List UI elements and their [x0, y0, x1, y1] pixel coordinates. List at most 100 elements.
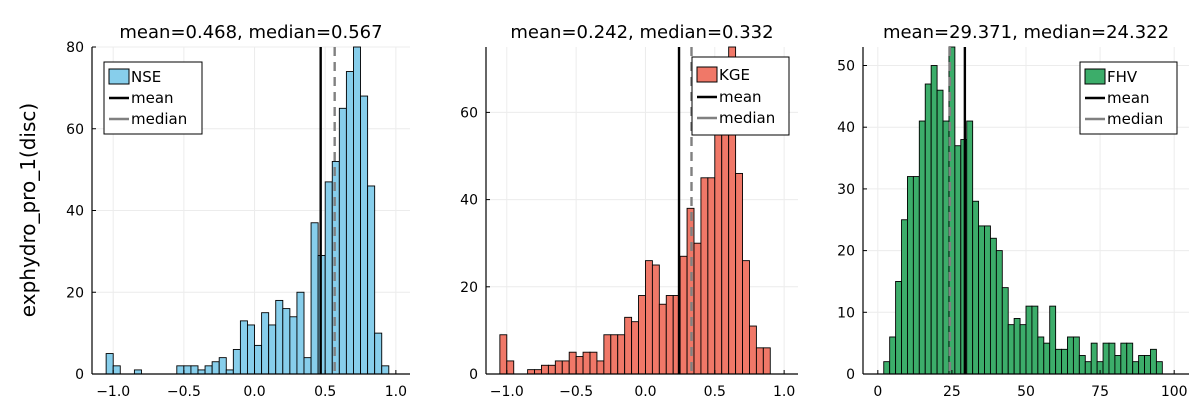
histogram-bar — [912, 176, 920, 375]
histogram-bar — [700, 177, 709, 375]
histogram-bar — [1090, 342, 1098, 375]
y-tick-label: 40 — [837, 120, 855, 136]
histogram-bar — [360, 95, 369, 375]
histogram-bar — [942, 120, 950, 375]
histogram-bar — [693, 242, 702, 375]
y-tick-label: 0 — [846, 367, 855, 383]
histogram-bar — [506, 360, 515, 375]
histogram-bar — [133, 369, 142, 375]
histogram-bar — [197, 369, 206, 375]
histogram-bar — [211, 361, 220, 375]
histogram-bar — [296, 291, 305, 375]
histogram-bar — [324, 181, 333, 375]
histogram-bar — [374, 332, 383, 375]
histogram-bar — [610, 334, 619, 375]
histogram-bar — [755, 347, 764, 375]
legend-fhv: FHV mean median — [1079, 61, 1178, 135]
histogram-bar — [883, 361, 891, 375]
y-tick-label: 50 — [837, 59, 855, 75]
histogram-bar — [303, 357, 312, 375]
x-tick-label: 0.5 — [704, 384, 726, 400]
legend-label-nse: NSE — [131, 68, 161, 86]
x-tick-label: 0.5 — [314, 384, 336, 400]
histogram-bar — [924, 83, 932, 375]
histogram-bar — [331, 160, 340, 375]
histogram-bar — [1084, 361, 1092, 375]
histogram-bar — [499, 334, 508, 375]
histogram-bar — [345, 71, 354, 375]
histogram-bar — [1138, 355, 1145, 375]
histogram-bar — [907, 176, 914, 375]
histogram-bar — [1037, 336, 1045, 375]
x-tick-label: 0.0 — [634, 384, 656, 400]
panel-nse: −1.0 −0.5 0.0 0.5 1.0 0 20 40 60 80 mean=0.468, m… — [66, 22, 410, 400]
histogram-bar — [1150, 348, 1157, 375]
legend-label-median: median — [131, 110, 187, 128]
bars-fhv — [883, 46, 1163, 375]
axes-nse: −1.0 −0.5 0.0 0.5 1.0 0 20 40 60 80 — [66, 40, 410, 400]
title-fhv: mean=29.371, median=24.322 — [883, 22, 1169, 43]
x-tick-label: 0.0 — [243, 384, 265, 400]
legend-label-median: median — [1107, 110, 1163, 128]
histogram-bar — [254, 344, 263, 375]
histogram-bar — [1132, 361, 1140, 375]
histogram-bar — [1102, 342, 1110, 375]
histogram-bar — [901, 219, 908, 375]
legend-swatch-kge — [696, 66, 718, 83]
histogram-bar — [568, 351, 577, 375]
histogram-bar — [1031, 305, 1039, 375]
axes-fhv: 0 25 50 75 100 0 10 20 30 40 50 — [837, 47, 1189, 400]
histogram-bar — [353, 46, 361, 375]
x-tick-label: −0.5 — [559, 384, 593, 400]
x-tick-label: 1.0 — [385, 384, 407, 400]
histogram-bar — [367, 185, 376, 375]
histogram-bar — [651, 264, 660, 375]
x-tick-label: 1.0 — [773, 384, 795, 400]
histogram-bar — [534, 369, 542, 375]
histogram-bar — [749, 325, 757, 375]
histogram-bar — [1013, 318, 1021, 375]
histogram-bar — [742, 260, 750, 375]
legend-label-mean: mean — [719, 88, 762, 106]
histogram-bar — [218, 357, 227, 375]
histogram-bar — [1007, 324, 1015, 375]
histogram-bar — [707, 177, 716, 375]
y-tick-label: 10 — [837, 305, 855, 321]
histogram-bar — [995, 250, 1003, 375]
legend-label-mean: mean — [131, 89, 174, 107]
x-tick-label: 0 — [873, 384, 882, 400]
histogram-bar — [1043, 342, 1051, 375]
histogram-bar — [895, 281, 902, 375]
y-tick-label: 20 — [460, 280, 478, 296]
histogram-bar — [645, 260, 653, 375]
legend-nse: NSE mean median — [103, 61, 203, 135]
stat-lines-nse — [319, 47, 336, 374]
histogram-bar — [638, 295, 646, 375]
histogram-bar — [232, 349, 241, 375]
histogram-bar — [582, 351, 591, 375]
histogram-bar — [105, 353, 114, 375]
histogram-bar — [268, 324, 277, 375]
histogram-bar — [1108, 342, 1116, 375]
legend-label-fhv: FHV — [1107, 68, 1138, 86]
legend-swatch-fhv — [1084, 68, 1106, 85]
histogram-bar — [176, 365, 185, 375]
panel-fhv: 0 25 50 75 100 0 10 20 30 40 50 mean=29.371, media… — [837, 22, 1189, 400]
y-tick-label: 60 — [460, 105, 478, 121]
histogram-bar — [1061, 348, 1068, 375]
histogram-bar — [1120, 342, 1128, 375]
legend-swatch-nse — [108, 68, 130, 85]
x-tick-label: 100 — [1161, 384, 1188, 400]
histogram-bar — [984, 225, 991, 375]
histogram-bar — [1067, 336, 1074, 375]
y-tick-label: 0 — [75, 367, 84, 383]
histogram-bar — [1155, 361, 1163, 375]
y-tick-label: 20 — [837, 244, 855, 260]
histogram-bar — [762, 347, 771, 375]
histogram-bar — [966, 120, 974, 375]
histogram-bar — [310, 222, 319, 375]
histogram-bar — [282, 308, 291, 375]
histogram-bar — [1126, 342, 1134, 375]
y-axis-label: exphydro_pro_1(disc) — [16, 103, 40, 317]
histogram-bar — [183, 365, 192, 375]
